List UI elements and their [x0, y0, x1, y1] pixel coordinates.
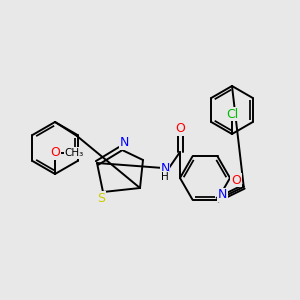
Text: O: O — [50, 146, 60, 160]
Text: N: N — [218, 188, 227, 201]
Text: O: O — [231, 173, 241, 187]
Text: H: H — [161, 172, 169, 182]
Text: O: O — [175, 122, 185, 136]
Text: S: S — [97, 191, 105, 205]
Text: N: N — [160, 161, 170, 175]
Text: CH₃: CH₃ — [64, 148, 84, 158]
Text: N: N — [119, 136, 129, 149]
Text: Cl: Cl — [226, 107, 238, 121]
